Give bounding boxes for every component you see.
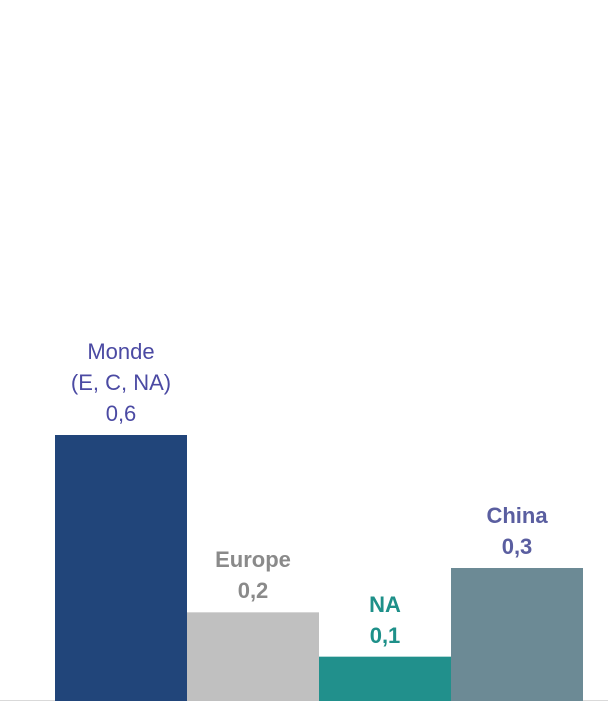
bar-label-europe: Europe 0,2: [187, 544, 319, 606]
category-label-europe: Europe: [215, 547, 291, 573]
bar-europe: [187, 612, 319, 701]
bar-china: [451, 568, 583, 701]
bar-label-china: China 0,3: [451, 500, 583, 562]
value-label-na: 0,1: [369, 622, 401, 648]
category-label-monde-line2: (E, C, NA): [70, 370, 172, 395]
bar-na: [319, 656, 451, 701]
category-label-na: NA: [369, 591, 401, 617]
value-label-monde: 0,6: [105, 401, 137, 426]
bar-monde: [55, 435, 187, 701]
value-label-europe: 0,2: [237, 578, 269, 604]
bars-group: [55, 435, 583, 701]
category-label-china: China: [486, 503, 548, 528]
category-label-monde-line1: Monde: [87, 339, 155, 364]
value-label-china: 0,3: [501, 534, 533, 559]
bar-label-monde: Monde (E, C, NA) 0,6: [55, 336, 187, 429]
bar-label-na: NA 0,1: [319, 589, 451, 651]
